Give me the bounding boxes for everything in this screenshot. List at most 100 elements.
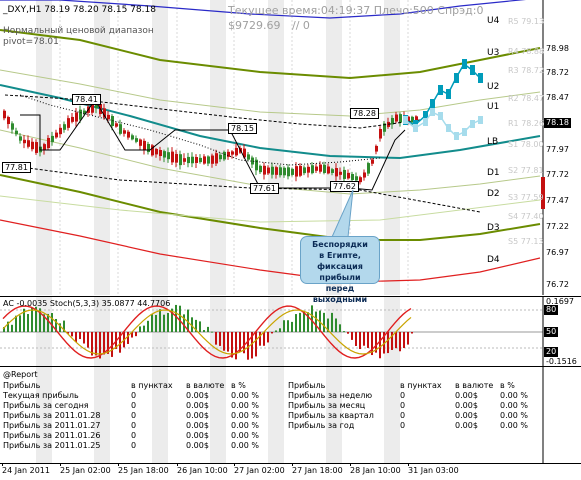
report-row-value: 0.00$ <box>186 441 209 450</box>
candle-body <box>91 102 94 113</box>
ac-histogram-bar <box>383 332 385 354</box>
tooltip-line: Беспорядки <box>312 240 368 249</box>
time-axis-tick <box>234 463 235 466</box>
pivot-r4: R4 78.88 <box>508 47 545 56</box>
report-row-label: Прибыль за 2011.01.25 <box>3 441 101 450</box>
level-label-d3: D3 <box>487 223 500 233</box>
candle-body <box>67 118 70 128</box>
candle-body <box>107 114 110 120</box>
price-tick: 76.72 <box>546 280 569 289</box>
ac-histogram-bar <box>371 332 373 356</box>
candle-body <box>247 154 250 160</box>
candle-body <box>307 166 310 173</box>
candle-body <box>411 116 414 123</box>
pivot-r3: R3 78.72 <box>508 66 545 75</box>
candle-body <box>259 165 262 173</box>
ac-histogram-bar <box>395 332 397 349</box>
ac-histogram-bar <box>71 332 73 337</box>
candle-body <box>3 110 6 119</box>
candle-price-label: 77.61 <box>250 183 279 194</box>
ac-histogram-bar <box>179 305 181 332</box>
candle-body <box>359 177 362 183</box>
ac-histogram-bar <box>35 306 37 332</box>
time-axis-label: 31 Jan 03:00 <box>408 466 459 475</box>
level-label-u1: U1 <box>487 102 500 112</box>
candle-body <box>55 132 58 138</box>
ac-histogram-bar <box>119 332 121 353</box>
ac-histogram-bar <box>251 332 253 359</box>
ac-histogram-bar <box>235 332 237 360</box>
news-tooltip: Беспорядки в Египте, фиксация прибыли пе… <box>300 236 380 304</box>
time-axis-label: 24 Jan 2011 <box>2 466 50 475</box>
candle-body <box>395 114 398 122</box>
balance-value: $9729.69 <box>228 19 281 32</box>
oscillator-label: AC -0.0035 Stoch(5,3,3) 35.0877 44.7706 <box>3 299 171 308</box>
report-row-value: 0 <box>400 401 406 410</box>
ac-histogram-bar <box>255 332 257 357</box>
report-row-value: 0.00$ <box>186 401 209 410</box>
ac-histogram-bar <box>243 332 245 354</box>
report-session-band <box>94 367 110 463</box>
report-row-label: Прибыль <box>288 381 326 390</box>
ac-histogram-bar <box>379 332 381 359</box>
time-axis-tick <box>118 463 119 466</box>
report-row-value: 0 <box>131 431 137 440</box>
candle-body <box>147 143 150 153</box>
candle-body <box>159 149 162 157</box>
price-candles <box>3 100 418 185</box>
price-tick: 77.97 <box>546 145 569 154</box>
candle-body <box>79 109 82 120</box>
ac-histogram-bar <box>387 332 389 354</box>
candle-body <box>207 156 210 164</box>
tooltip-line: перед выходными <box>312 284 368 304</box>
level-label-u4: U4 <box>487 16 500 26</box>
ac-histogram-bar <box>259 332 261 346</box>
report-row-value: 0 <box>400 421 406 430</box>
report-row-value: 0.00 % <box>500 411 528 420</box>
candle-body <box>231 151 234 155</box>
report-row-value: 0.00$ <box>455 411 478 420</box>
candle-body <box>263 165 266 175</box>
candle-body <box>335 168 338 177</box>
candle-body <box>15 130 18 135</box>
ac-histogram-bar <box>27 314 29 332</box>
ac-histogram-bar <box>223 332 225 351</box>
osc-level-80: 80 <box>544 305 559 315</box>
candle-body <box>315 166 318 171</box>
candle-body <box>127 131 130 138</box>
ac-histogram-bar <box>19 315 21 332</box>
volume-marker <box>541 177 545 209</box>
ac-histogram-bar <box>347 332 349 334</box>
ac-histogram-bar <box>307 312 309 332</box>
ac-histogram-bar <box>339 324 341 332</box>
u2-line <box>0 69 541 117</box>
ac-histogram-bar <box>3 327 5 332</box>
ac-histogram-bar <box>239 332 241 352</box>
report-row-label: Прибыль за квартал <box>288 411 374 420</box>
candle-body <box>371 159 374 164</box>
ac-histogram-bar <box>267 332 269 343</box>
price-chart-canvas[interactable] <box>0 0 581 295</box>
ac-histogram-bar <box>59 323 61 332</box>
ac-histogram-bar <box>227 332 229 352</box>
report-row-value: 0 <box>131 391 137 400</box>
report-row-value: 0 <box>131 421 137 430</box>
candle-body <box>171 151 174 163</box>
oscillator-plot <box>0 297 543 366</box>
time-axis-tick <box>177 463 178 466</box>
ac-histogram-bar <box>159 309 161 332</box>
candle-body <box>287 167 290 177</box>
time-axis-tick <box>292 463 293 466</box>
ac-histogram-bar <box>327 318 329 332</box>
report-row-value: 0 <box>131 441 137 450</box>
oscillator-canvas[interactable] <box>0 296 581 366</box>
candle-body <box>143 140 146 150</box>
pivot-r2: R2 78.47 <box>508 94 545 103</box>
candle-body <box>223 151 226 160</box>
forecast-bar <box>478 73 483 83</box>
stoch-main-line <box>2 305 412 359</box>
candle-body <box>119 124 122 134</box>
ac-histogram-bar <box>143 325 145 332</box>
ac-histogram-bar <box>187 309 189 332</box>
candle-body <box>59 127 62 135</box>
